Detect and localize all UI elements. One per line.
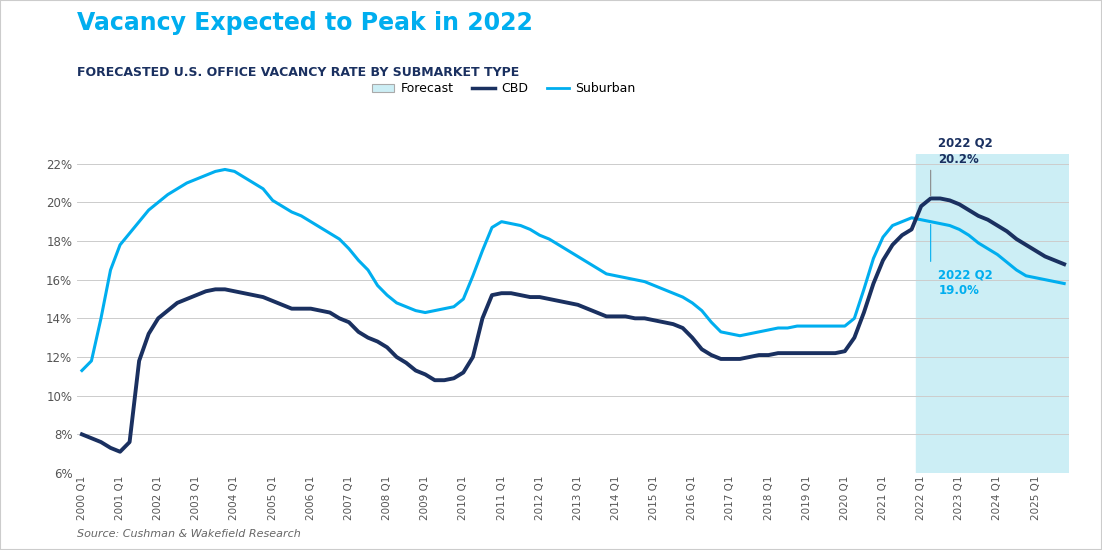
- Text: 2022 Q2
19.0%: 2022 Q2 19.0%: [938, 268, 993, 297]
- Legend: Forecast, CBD, Suburban: Forecast, CBD, Suburban: [367, 78, 640, 100]
- Bar: [917, 154, 1069, 473]
- Text: Vacancy Expected to Peak in 2022: Vacancy Expected to Peak in 2022: [77, 11, 533, 35]
- Text: FORECASTED U.S. OFFICE VACANCY RATE BY SUBMARKET TYPE: FORECASTED U.S. OFFICE VACANCY RATE BY S…: [77, 66, 519, 79]
- Text: Source: Cushman & Wakefield Research: Source: Cushman & Wakefield Research: [77, 529, 301, 539]
- Text: 2022 Q2
20.2%: 2022 Q2 20.2%: [938, 136, 993, 166]
